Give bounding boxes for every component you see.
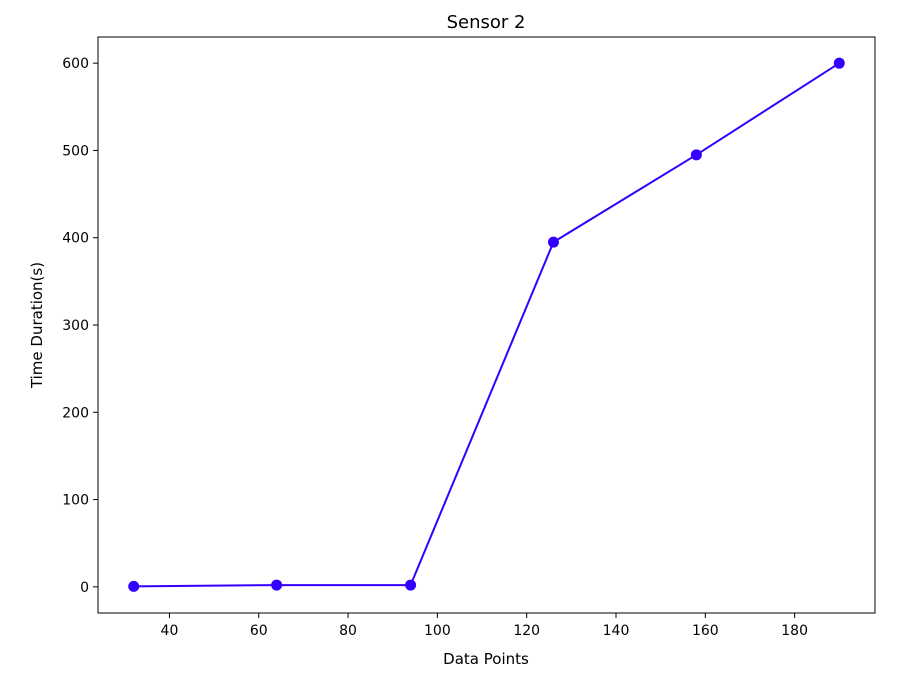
y-tick-label: 500 [62,143,89,159]
x-tick-label: 60 [250,623,268,639]
series-line [133,62,840,588]
x-tick-label: 40 [161,623,179,639]
plot-area-frame [97,36,876,614]
data-point-marker [128,580,140,592]
x-tick-label: 120 [513,623,540,639]
x-tick-label: 100 [424,623,451,639]
data-point-marker [690,149,702,161]
y-tick-label: 300 [62,318,89,334]
y-tick-label: 100 [62,493,89,509]
x-tick-label: 140 [603,623,630,639]
y-tick-label: 600 [62,56,89,72]
data-point-marker [405,579,417,591]
y-axis-ticks: 0 100 200 300 400 500 600 [62,56,98,596]
data-point-marker [547,236,559,248]
y-tick-label: 200 [62,405,89,421]
series-layer [128,57,845,592]
x-axis-label: Data Points [443,650,529,668]
data-point-marker [833,57,845,69]
x-tick-label: 160 [692,623,719,639]
chart-title: Sensor 2 [447,12,526,33]
x-tick-label: 80 [339,623,357,639]
x-tick-label: 180 [781,623,808,639]
y-tick-label: 0 [80,580,89,596]
y-tick-label: 400 [62,231,89,247]
x-axis-ticks: 40 60 80 100 120 140 160 180 [161,613,808,639]
y-axis-label: Time Duration(s) [28,262,46,389]
data-point-marker [271,579,283,591]
